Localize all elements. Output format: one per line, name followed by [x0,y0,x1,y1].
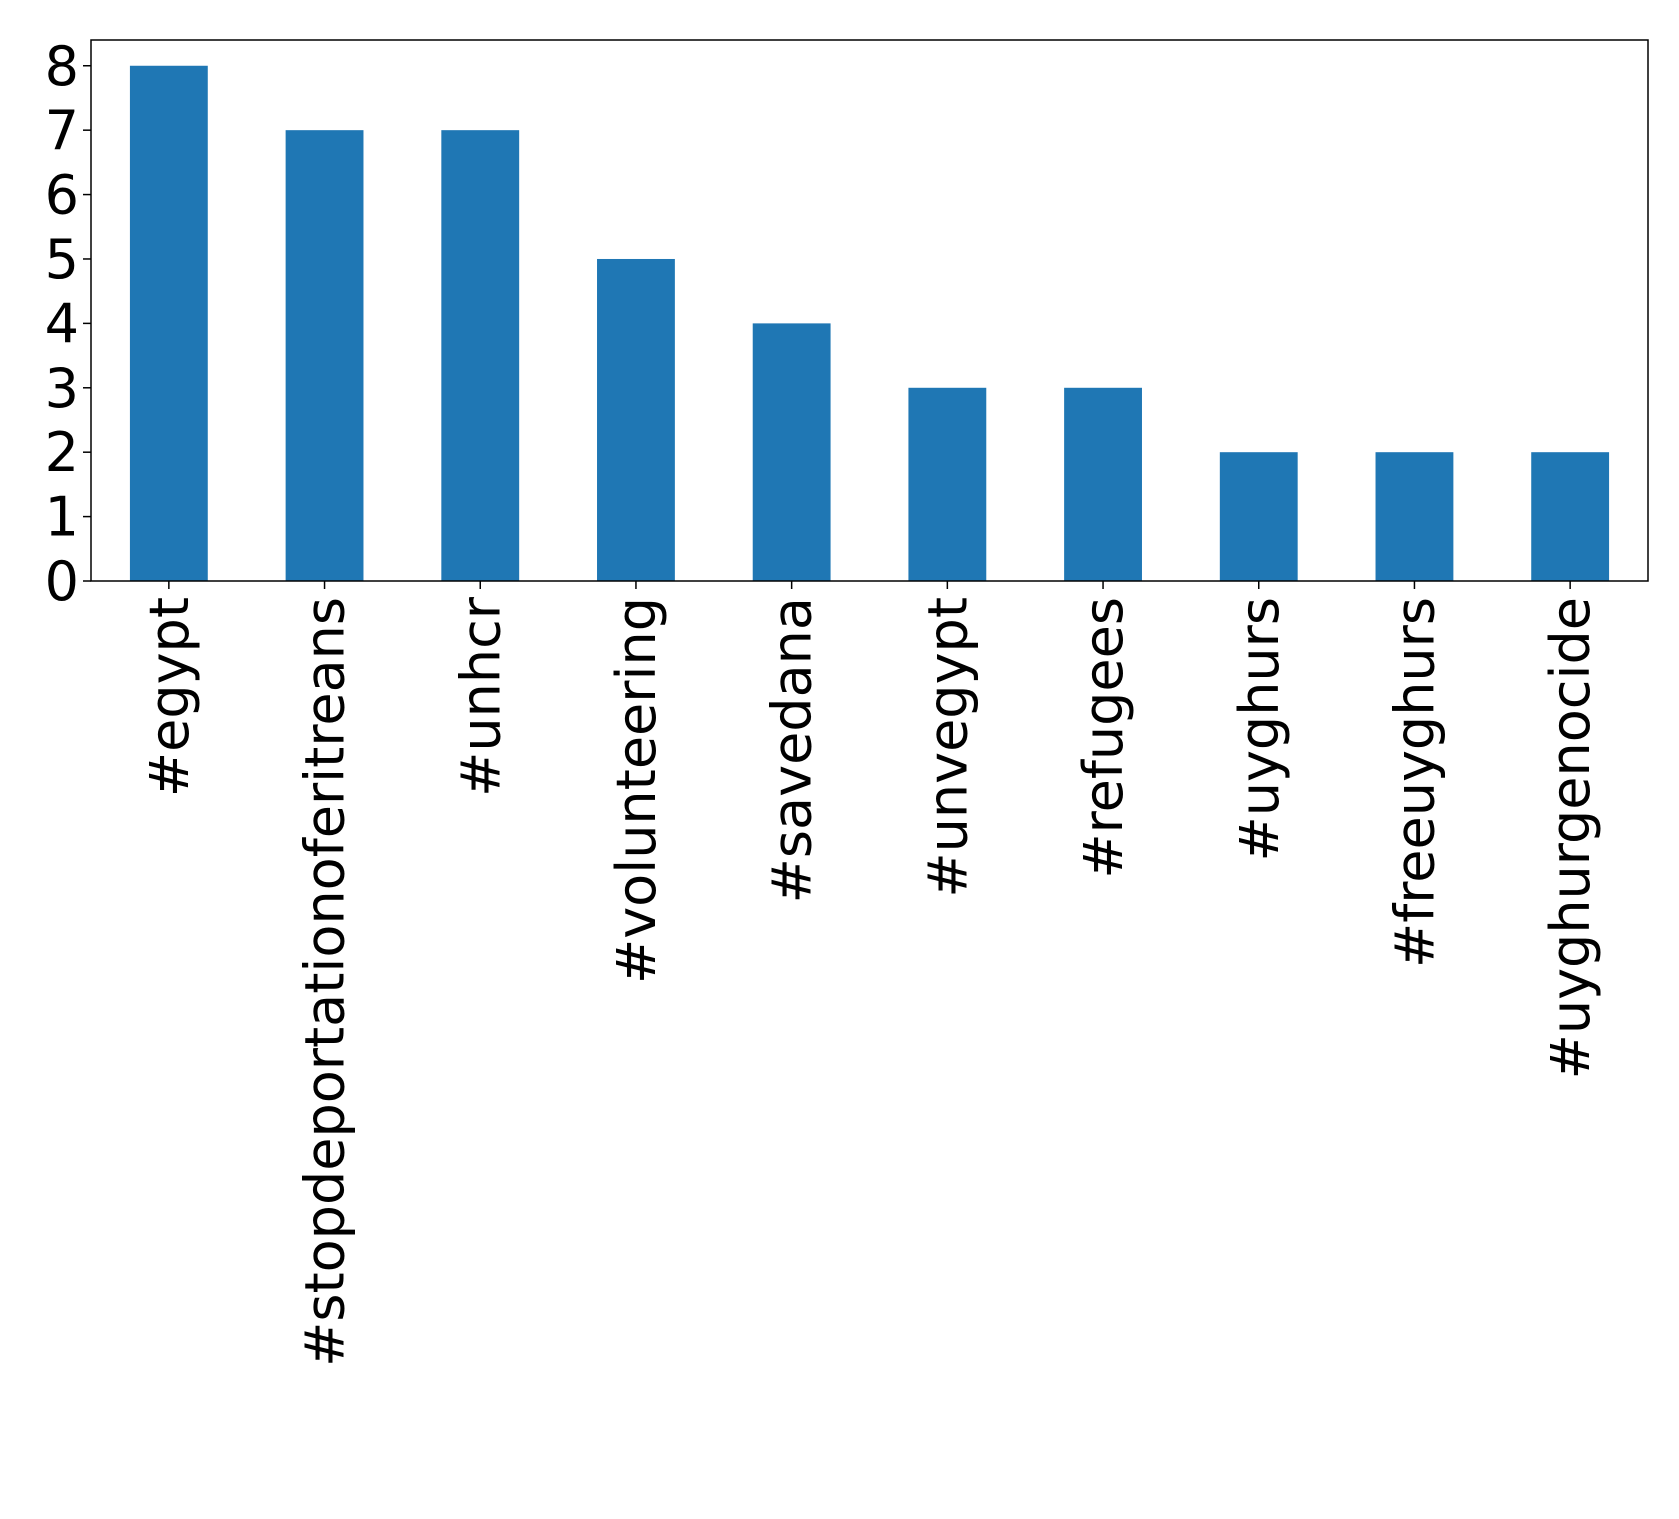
bar [129,65,208,581]
bar [1375,452,1454,581]
x-tick-label: #freeuyghurs [1383,597,1446,968]
y-tick-label: 8 [45,35,79,98]
y-tick-label: 3 [45,357,79,420]
y-tick-label: 5 [45,228,79,291]
bar [597,258,675,581]
plot-frame [90,39,1649,582]
bar [1064,387,1142,581]
y-tick-label: 0 [45,550,79,613]
x-tick-label: #uyghurgenocide [1539,597,1602,1079]
x-tick-label: #uyghurs [1228,597,1291,862]
y-tick-label: 6 [45,164,79,227]
bar [752,323,831,581]
bar [908,387,987,581]
x-tick-label: #stopdeportationoferitreans [294,597,357,1367]
y-tick-label: 4 [45,292,79,355]
bar [1531,452,1610,581]
x-tick-label: #refugees [1072,597,1135,879]
y-tick-label: 7 [45,99,79,162]
x-tick-label: #egypt [138,597,201,797]
x-tick-label: #volunteering [605,597,668,984]
x-tick-label: #unhcr [449,596,512,797]
x-tick-label: #savedana [761,597,824,903]
y-tick-label: 2 [45,421,79,484]
bar [285,130,364,581]
bar [1219,452,1298,581]
x-tick-label: #unvegypt [916,597,979,898]
bar [441,130,520,581]
y-tick-label: 1 [45,486,79,549]
